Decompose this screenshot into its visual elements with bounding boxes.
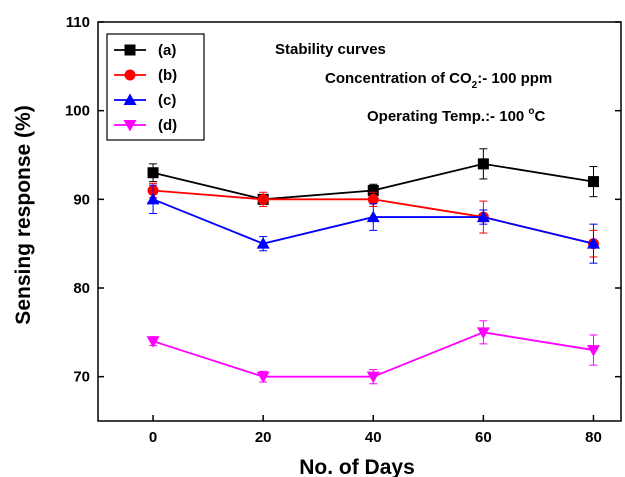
plot-area: 0 20 40 60 80 70 80 90 100 110: [65, 14, 622, 446]
data-point: [147, 167, 159, 179]
x-axis-ticks: 0 20 40 60 80: [149, 415, 602, 446]
data-point: [586, 237, 600, 249]
x-axis-title: No. of Days: [299, 456, 415, 477]
y-axis-title: Sensing response (%): [12, 105, 35, 324]
legend-marker: [123, 120, 137, 132]
annotation-title: Stability curves: [275, 41, 386, 58]
data-point: [366, 210, 380, 223]
data-point: [256, 371, 270, 384]
y-axis-ticks: 70 80 90 100 110: [65, 14, 621, 386]
data-point: [146, 192, 160, 205]
y-tick-label: 70: [73, 369, 90, 386]
data-point: [477, 158, 489, 170]
data-point: [146, 336, 160, 348]
annotations: Stability curves Concentration of CO2:- …: [275, 41, 552, 125]
annotation-temperature-sup: o: [528, 106, 534, 117]
annotation-temperature-prefix: Operating Temp.:- 100: [367, 108, 528, 125]
data-point: [587, 176, 599, 188]
x-tick-label: 0: [149, 429, 157, 446]
data-point: [367, 184, 379, 196]
annotation-concentration-sub: 2: [472, 80, 478, 91]
y-tick-label: 110: [66, 14, 90, 31]
annotation-concentration-prefix: Concentration of CO: [325, 70, 472, 87]
x-tick-label: 80: [585, 429, 602, 446]
data-point: [476, 210, 490, 223]
x-tick-label: 40: [365, 429, 382, 446]
data-point: [256, 237, 270, 249]
data-point: [257, 193, 269, 205]
legend-marker: [124, 44, 136, 56]
legend-label: (a): [158, 42, 176, 59]
series-3: [146, 184, 600, 264]
x-tick-label: 60: [475, 429, 492, 446]
legend-marker: [124, 69, 136, 81]
series-layer: [146, 148, 600, 385]
data-point: [367, 193, 379, 205]
series-4: [146, 320, 600, 385]
annotation-temperature-suffix: C: [535, 108, 546, 125]
data-point: [366, 371, 380, 384]
x-tick-label: 20: [255, 429, 272, 446]
plot-frame: [97, 21, 622, 422]
y-tick-label: 100: [65, 103, 90, 120]
y-tick-label: 80: [73, 280, 90, 297]
legend-marker: [123, 93, 137, 105]
annotation-concentration-suffix: :- 100 ppm: [477, 70, 552, 87]
annotation-temperature: Operating Temp.:- 100 oC: [367, 106, 546, 125]
legend: (a) (b) (c) (d): [106, 33, 205, 141]
legend-label: (b): [158, 67, 177, 84]
legend-box: [106, 33, 205, 141]
data-point: [476, 327, 490, 339]
y-tick-label: 90: [73, 191, 90, 208]
legend-label: (c): [158, 92, 176, 109]
data-point: [586, 345, 600, 357]
legend-label: (d): [158, 117, 177, 134]
annotation-concentration: Concentration of CO2:- 100 ppm: [325, 70, 552, 91]
